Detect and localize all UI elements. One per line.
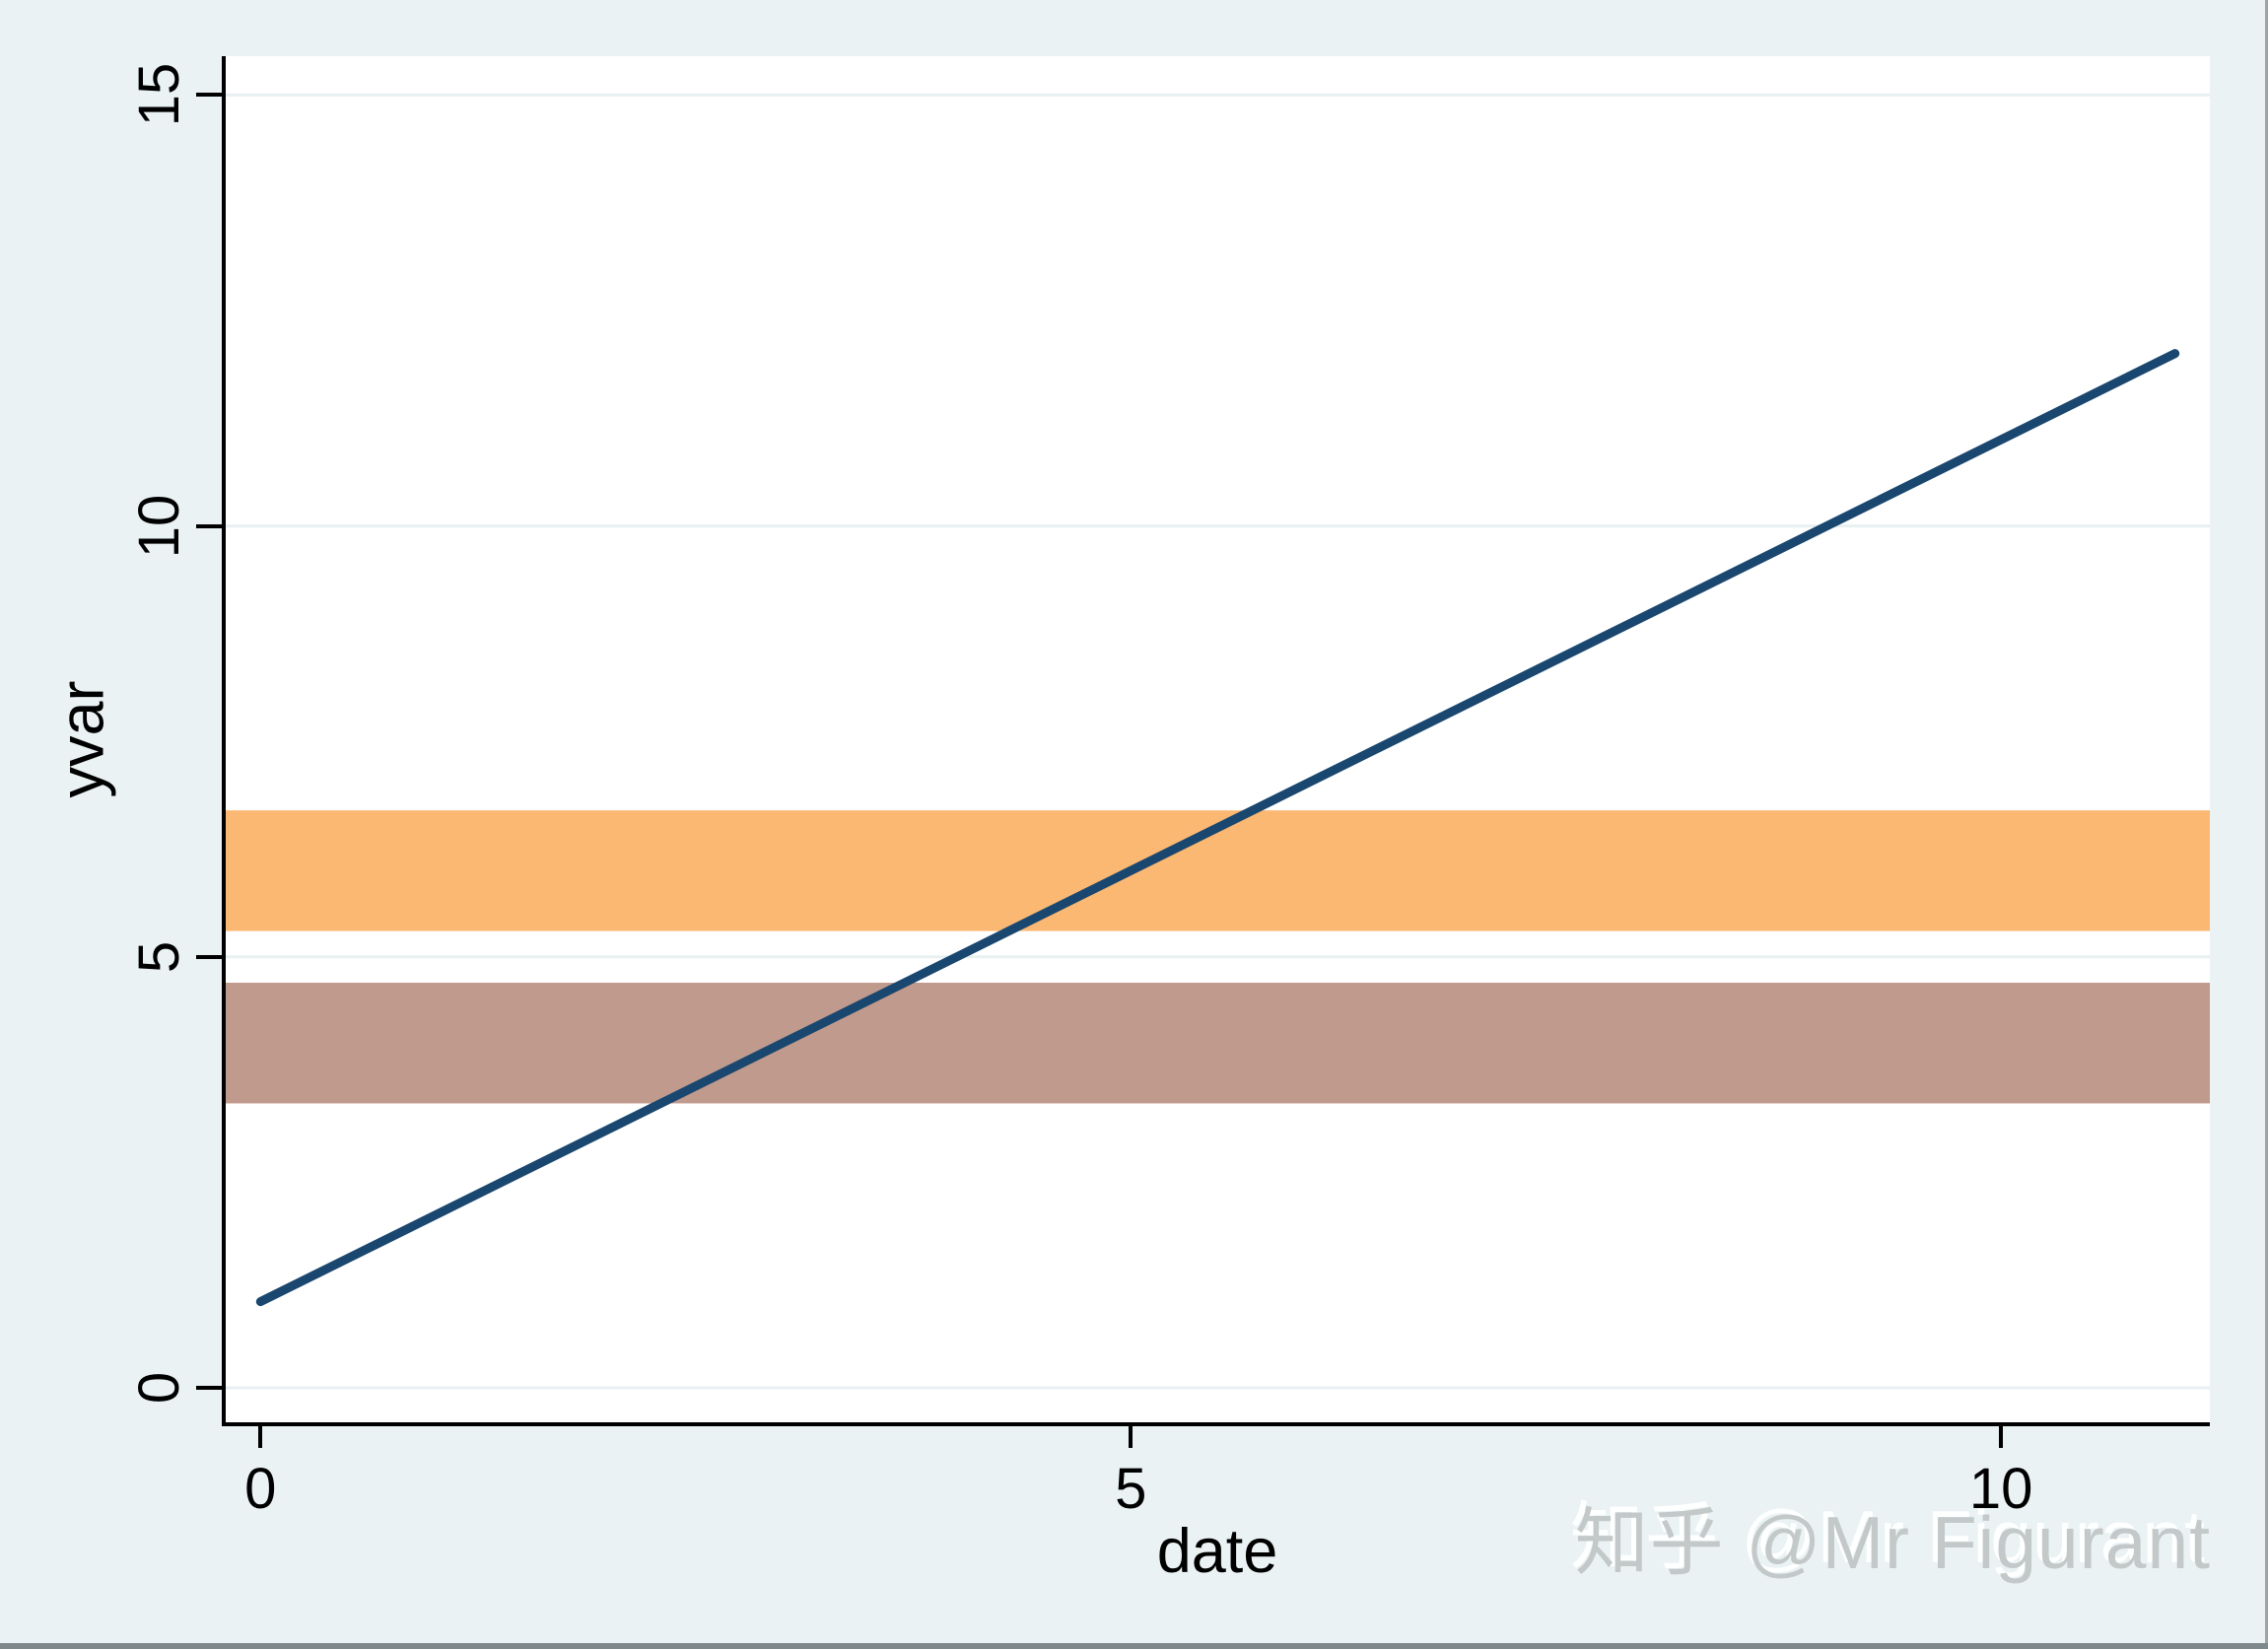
y-tick-label-10: 10 [127,494,191,558]
y-tick-5 [196,954,222,959]
x-tick-label-10: 10 [1968,1457,2033,1521]
y-axis-title: yvar [47,680,117,798]
y-tick-15 [196,93,222,98]
y-tick-0 [196,1386,222,1391]
y-axis-line [222,56,226,1426]
y-tick-label-15: 15 [127,63,191,127]
y-tick-10 [196,523,222,528]
x-tick-label-0: 0 [244,1457,277,1521]
lower-band [226,983,2210,1104]
y-tick-label-5: 5 [127,940,191,973]
watermark: 知乎 @Mr Figurant [1574,1501,2211,1584]
x-tick-0 [258,1426,263,1448]
y-tick-label-0: 0 [127,1371,191,1405]
window-bottom-border [0,1643,2268,1649]
series-line-yvar [255,349,2180,1307]
x-axis-title: date [1156,1517,1278,1586]
plot-canvas [226,93,2210,1390]
plot-area [226,56,2210,1422]
x-tick-label-5: 5 [1115,1457,1147,1521]
x-tick-5 [1129,1426,1134,1448]
window-right-border [2265,0,2268,1649]
x-axis-line [222,1422,2210,1426]
x-tick-10 [1999,1426,2004,1448]
